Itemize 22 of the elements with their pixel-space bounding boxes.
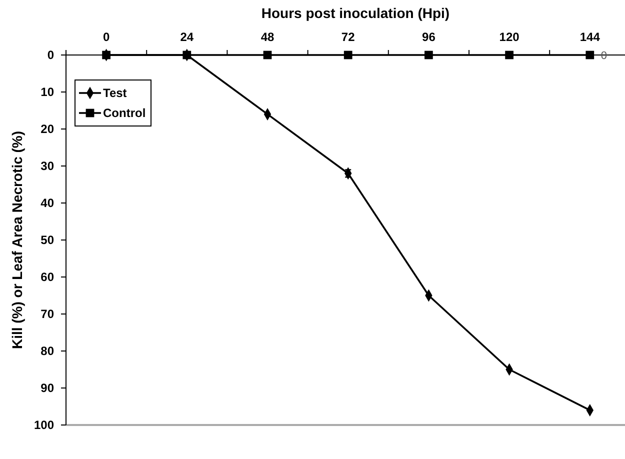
y-tick-label: 70: [40, 307, 54, 322]
y-tick-label: 90: [40, 381, 54, 396]
x-tick-label: 48: [260, 30, 274, 44]
y-tick-label: 100: [34, 418, 54, 432]
x-tick-label: 144: [580, 30, 600, 44]
x-tick-label: 0: [102, 30, 110, 44]
y-axis-title: Kill (%) or Leaf Area Necrotic (%): [9, 130, 25, 350]
x-tick-label: 96: [422, 30, 436, 44]
legend-label: Test: [103, 86, 127, 100]
y-tick-label: 10: [40, 85, 54, 100]
x-tick-label: 72: [341, 30, 356, 44]
y-tick-label: 40: [40, 196, 54, 210]
legend-label: Control: [103, 106, 146, 120]
y-tick-label: 80: [40, 344, 54, 358]
y-tick-label: 60: [40, 270, 54, 284]
y-tick-label: 20: [40, 122, 54, 136]
y-tick-label: 30: [40, 159, 54, 174]
x-axis-title: Hours post inoculation (Hpi): [261, 5, 450, 21]
y-tick-label: 0: [47, 48, 54, 62]
y-tick-label: 50: [40, 233, 54, 248]
x-tick-label: 24: [180, 30, 194, 44]
x-tick-label: 120: [499, 30, 520, 44]
